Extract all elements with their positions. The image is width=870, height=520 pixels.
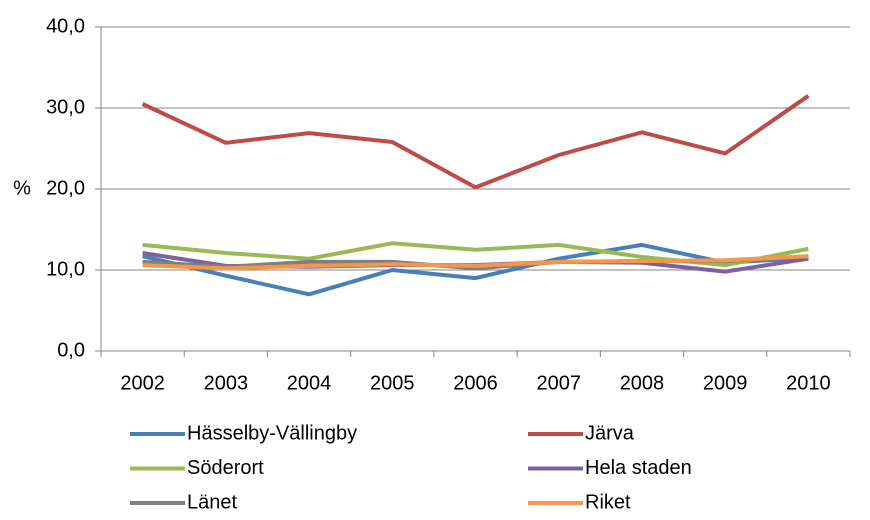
- x-tick-label: 2003: [204, 372, 249, 394]
- x-tick-label: 2009: [703, 372, 748, 394]
- series-line: [142, 242, 809, 297]
- y-tick-label: 20,0: [46, 177, 85, 199]
- x-tick-label: 2004: [287, 372, 332, 394]
- legend-label: Hela staden: [585, 457, 692, 479]
- legend-label: Riket: [585, 491, 631, 513]
- x-tick-label: 2006: [453, 372, 498, 394]
- x-tick-label: 2010: [786, 372, 831, 394]
- series-line: [141, 94, 810, 190]
- legend-label: Söderort: [187, 457, 264, 479]
- x-tick-label: 2008: [620, 372, 665, 394]
- y-axis-label: %: [13, 177, 31, 199]
- legend-label: Länet: [187, 491, 237, 513]
- legend-label: Järva: [585, 422, 635, 444]
- y-tick-label: 30,0: [46, 96, 85, 118]
- x-tick-label: 2005: [370, 372, 415, 394]
- y-tick-label: 40,0: [46, 15, 85, 37]
- y-tick-label: 10,0: [46, 258, 85, 280]
- y-tick-label: 0,0: [57, 339, 85, 361]
- legend-label: Hässelby-Vällingby: [187, 422, 357, 444]
- x-tick-label: 2002: [120, 372, 165, 394]
- series-line: [142, 254, 809, 271]
- x-tick-label: 2007: [536, 372, 581, 394]
